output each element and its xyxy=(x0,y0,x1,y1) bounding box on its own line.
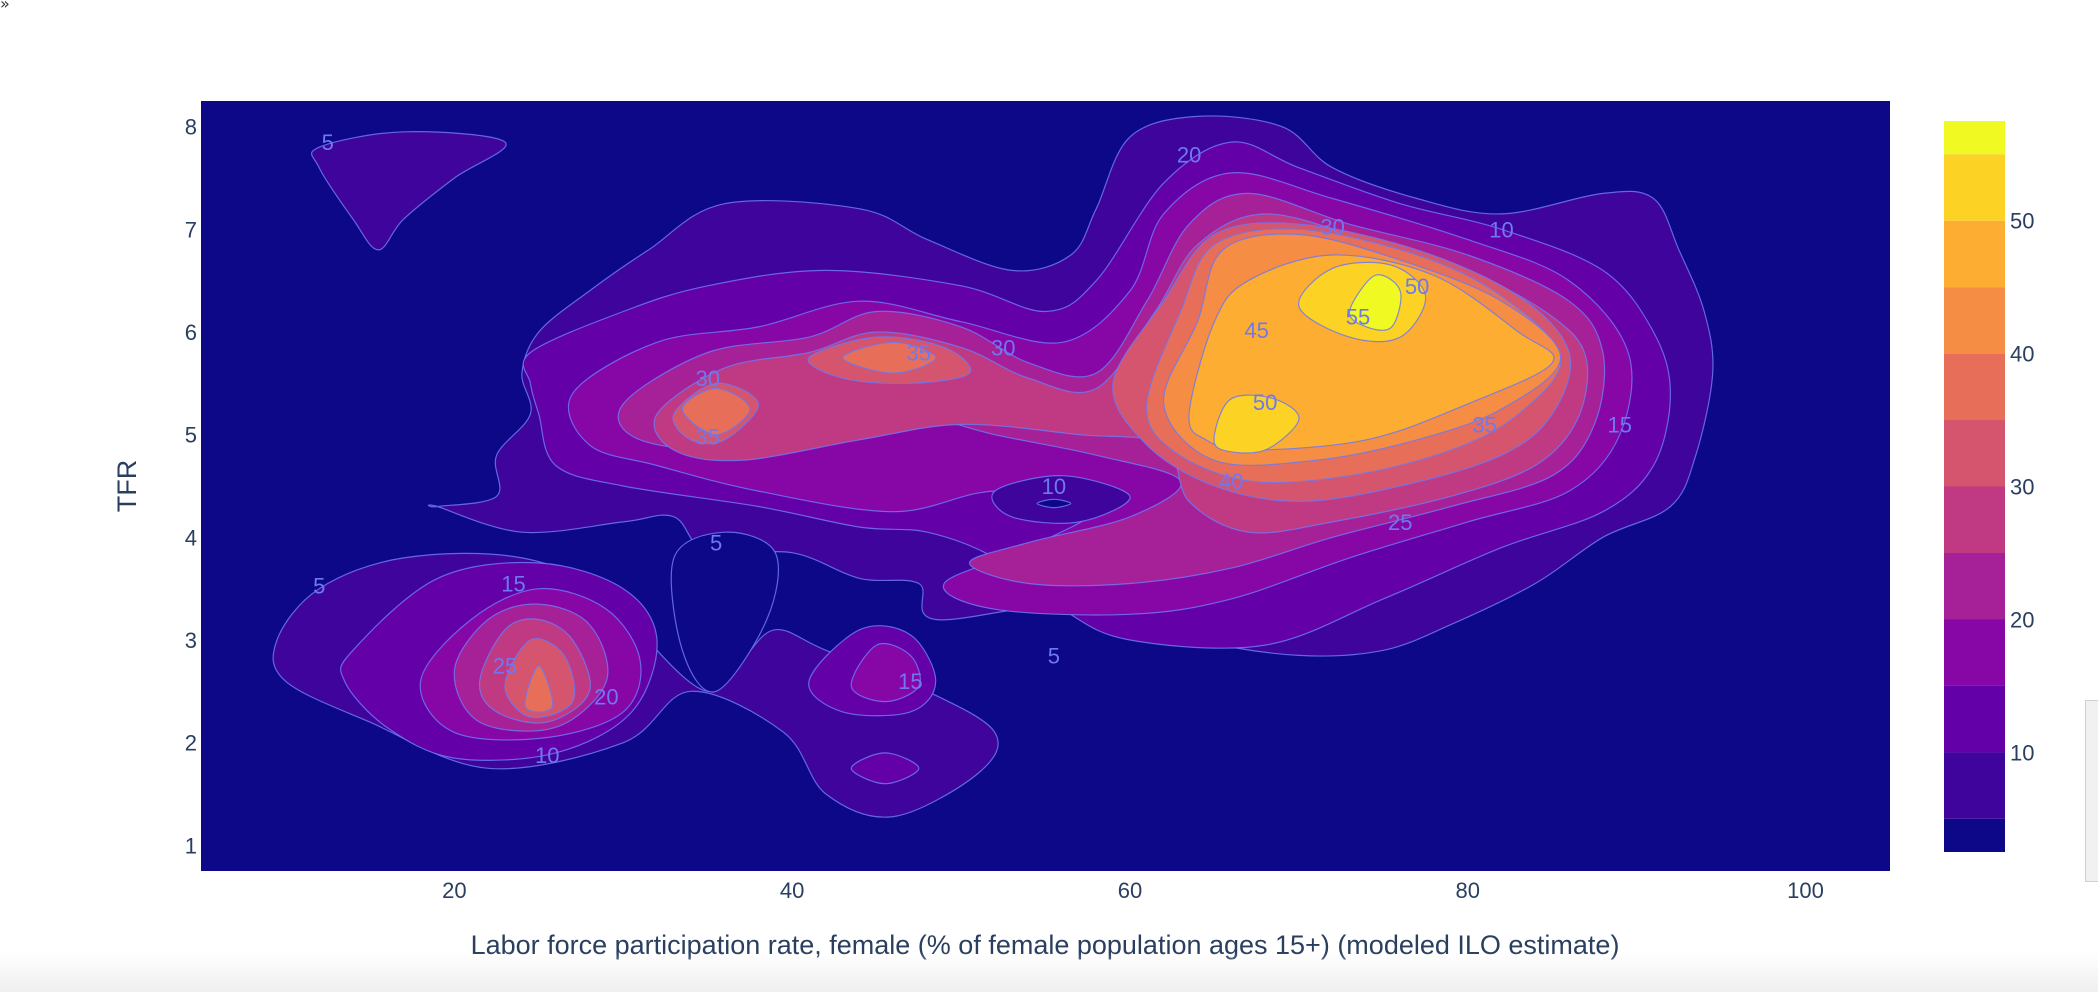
x-axis-ticks: 20 40 60 80 100 xyxy=(442,878,1824,903)
contour-regions xyxy=(272,115,1714,818)
contour-level-label: 25 xyxy=(1388,510,1412,535)
y-axis-title: TFR xyxy=(112,460,142,512)
contour-level-label: 30 xyxy=(1320,214,1344,239)
expand-icon[interactable]: » xyxy=(0,0,10,13)
contour-level-label: 5 xyxy=(1048,643,1060,668)
y-tick-label: 8 xyxy=(185,115,197,140)
y-tick-label: 5 xyxy=(185,423,197,448)
colorbar-band xyxy=(1944,220,2005,288)
colorbar-tick-label: 30 xyxy=(2010,475,2034,500)
colorbar-band xyxy=(1944,420,2005,487)
scrollbar[interactable] xyxy=(2085,700,2098,882)
contour-level-label: 20 xyxy=(1177,142,1201,167)
colorbar-band xyxy=(1944,287,2005,354)
colorbar-band xyxy=(1944,121,2005,155)
contour-region xyxy=(1036,498,1072,509)
x-tick-label: 20 xyxy=(442,878,466,903)
contour-region xyxy=(524,665,554,713)
contour-level-label: 35 xyxy=(1472,412,1496,437)
colorbar xyxy=(1944,121,2005,852)
contour-region xyxy=(310,131,507,251)
colorbar-tick-label: 10 xyxy=(2010,740,2034,765)
contour-level-label: 45 xyxy=(1244,318,1268,343)
colorbar-tick-label: 40 xyxy=(2010,342,2034,367)
colorbar-band xyxy=(1944,553,2005,620)
contour-level-label: 15 xyxy=(1608,412,1632,437)
contour-level-label: 30 xyxy=(991,335,1015,360)
colorbar-tick-label: 50 xyxy=(2010,209,2034,234)
contour-level-label: 20 xyxy=(594,685,618,710)
colorbar-band xyxy=(1944,154,2005,221)
bottom-fade xyxy=(0,952,2098,992)
y-tick-label: 3 xyxy=(185,628,197,653)
colorbar-ticks: 10 20 30 40 50 xyxy=(2010,209,2034,766)
colorbar-band xyxy=(1944,818,2005,852)
contour-level-label: 25 xyxy=(493,654,517,679)
x-tick-label: 100 xyxy=(1787,878,1824,903)
contour-level-label: 35 xyxy=(695,425,719,450)
contour-region xyxy=(850,752,920,785)
y-axis-ticks: 1 2 3 4 5 6 7 8 xyxy=(185,115,197,859)
contour-level-label: 50 xyxy=(1253,390,1277,415)
contour-level-label: 15 xyxy=(501,572,525,597)
y-tick-label: 7 xyxy=(185,217,197,242)
contour-level-label: 5 xyxy=(710,531,722,556)
contour-level-label: 10 xyxy=(1042,474,1066,499)
y-tick-label: 1 xyxy=(185,833,197,858)
x-tick-label: 40 xyxy=(780,878,804,903)
contour-level-label: 35 xyxy=(907,341,931,366)
contour-level-label: 50 xyxy=(1405,274,1429,299)
y-tick-label: 4 xyxy=(185,525,197,550)
contour-level-label: 55 xyxy=(1346,305,1370,330)
contour-level-label: 5 xyxy=(313,574,325,599)
contour-region xyxy=(1213,394,1300,454)
colorbar-tick-label: 20 xyxy=(2010,607,2034,632)
x-tick-label: 60 xyxy=(1118,878,1142,903)
colorbar-band xyxy=(1944,752,2005,819)
x-tick-label: 80 xyxy=(1456,878,1480,903)
contour-labels: 5555101010151515202025253030303535354045… xyxy=(313,130,1632,768)
contour-region xyxy=(670,531,780,693)
contour-region xyxy=(842,341,937,374)
contour-level-label: 30 xyxy=(695,366,719,391)
contour-region xyxy=(681,387,751,436)
contour-level-label: 15 xyxy=(898,669,922,694)
contour-level-label: 5 xyxy=(322,130,334,155)
plot-area: 5555101010151515202025253030303535354045… xyxy=(201,101,1890,871)
contour-region xyxy=(1348,274,1402,331)
contour-level-label: 10 xyxy=(1489,217,1513,242)
y-tick-label: 6 xyxy=(185,320,197,345)
contour-level-label: 10 xyxy=(535,743,559,768)
contour-level-label: 40 xyxy=(1219,469,1243,494)
contour-region xyxy=(850,643,921,703)
colorbar-band xyxy=(1944,353,2005,421)
colorbar-band xyxy=(1944,619,2005,686)
colorbar-band xyxy=(1944,486,2005,553)
y-tick-label: 2 xyxy=(185,731,197,756)
colorbar-band xyxy=(1944,685,2005,753)
